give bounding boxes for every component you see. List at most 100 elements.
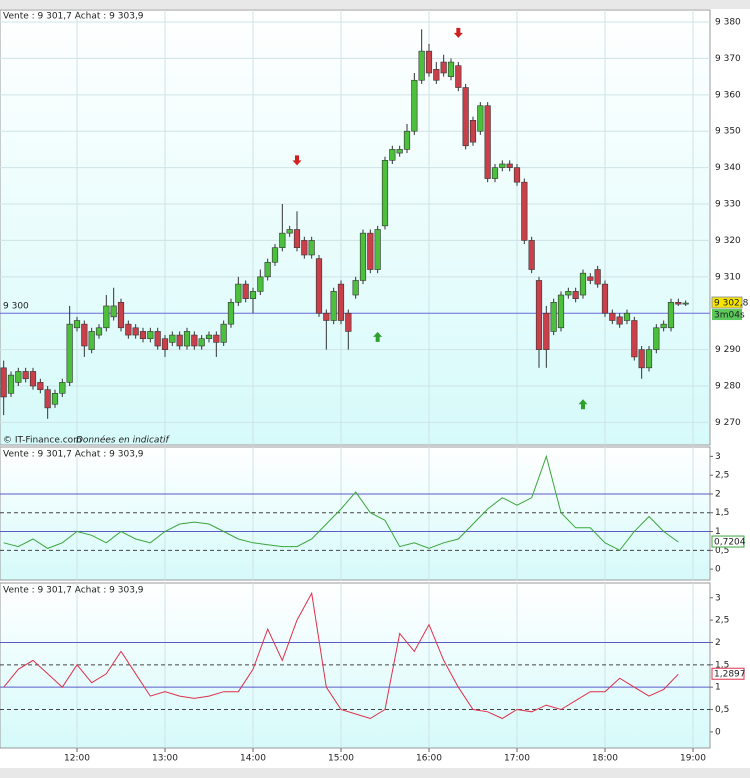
y-tick-label: 2,5 [715,471,729,481]
last-price-box [711,296,743,309]
candle-body [213,334,220,343]
panel-header: Vente : 9 301,7 Achat : 9 303,9 [3,586,144,596]
candle-body [579,272,587,296]
candle-body [29,371,37,387]
candle-body [44,389,51,409]
candle-body [682,302,689,305]
signal-arrow [292,155,302,166]
note: Données en indicatif [76,435,170,446]
candle-body [381,160,389,227]
candle-body [484,105,491,179]
candle-body [0,367,7,398]
candle-body [139,331,147,340]
candle-body [367,232,374,270]
y-tick-label: 9 360 [715,90,741,100]
y-tick-label: 1,5 [715,660,729,670]
timer-box [712,309,742,321]
candle-body [257,276,264,292]
candle-body [264,261,271,278]
candle-body [51,393,59,405]
candle-body [535,280,543,350]
candle-body [675,302,682,305]
panel-header: Vente : 9 301,7 Achat : 9 303,9 [3,12,144,22]
y-tick-label: 9 370 [715,54,741,64]
y-tick-label: 9 320 [715,236,741,246]
candle-body [623,312,631,321]
candle-body [271,247,279,263]
timer: 3m04s [714,311,745,321]
candle-body [572,291,579,299]
signal-arrow [453,27,463,38]
candle-body [198,338,205,347]
candle-body [81,323,88,347]
y-tick-label: 9 340 [715,163,741,173]
panel-header: Vente : 9 301,7 Achat : 9 303,9 [3,450,144,460]
last-value-box [711,667,745,680]
candle-body [59,382,66,394]
indicator-panel-2 [0,582,711,749]
reference-label: 9 300 [3,302,29,312]
candle-body [528,240,535,270]
candle-body [418,50,425,81]
candle-body [447,61,455,77]
y-tick-label: 3 [715,452,721,462]
candle-body [345,312,352,332]
last-price-label: 9 302,8 [714,299,749,309]
signal-arrow [373,331,383,342]
candle-body [66,323,73,383]
candle-body [403,130,411,150]
candle-body [147,331,154,340]
candle-body [205,334,213,340]
indicator-panel-1 [0,446,711,581]
y-tick-label: 2 [715,489,721,499]
y-tick-label: 2,5 [715,616,729,626]
y-tick-label: 9 290 [715,345,741,355]
candle-body [601,283,609,314]
candle-body [103,305,110,329]
candle-body [491,167,499,179]
candle-body [645,349,653,369]
candle-body [469,119,477,143]
candle-body [235,283,242,303]
candle-body [594,269,601,285]
candle-body [125,323,132,336]
candle-body [301,240,308,256]
y-tick-label: 9 280 [715,382,741,392]
y-tick-label: 9 330 [715,200,741,210]
candle-body [7,374,15,394]
candle-body [293,229,301,249]
y-tick-label: 1 [715,683,721,693]
candle-body [389,149,396,161]
y-tick-label: 9 380 [715,18,741,28]
candle-body [73,320,81,329]
candle-body [154,331,161,347]
x-tick-label: 18:00 [592,754,618,764]
candle-body [565,291,572,296]
candle-body [242,283,249,299]
candle-body [557,294,565,329]
x-tick-label: 16:00 [416,754,442,764]
y-tick-label: 9 310 [715,272,741,282]
candle-body [609,312,616,321]
candle-body [220,323,227,343]
candle-body [22,371,29,380]
top-toolbar [0,0,750,9]
x-tick-label: 17:00 [504,754,530,764]
last-value-label: 1,2897 [714,670,746,680]
candle-body [587,276,594,281]
x-tick-label: 19:00 [680,754,706,764]
y-tick-label: 1,5 [715,508,729,518]
y-tick-label: 0 [715,727,721,737]
candle-body [521,181,528,241]
candle-body [499,163,506,168]
y-tick-label: 0 [715,565,721,575]
y-tick-label: 9 270 [715,418,741,428]
candle-body [462,87,469,147]
candle-body [227,302,235,325]
candle-body [631,320,638,358]
candle-body [249,291,257,299]
last-value-label: 0,7204 [714,538,746,548]
last-value-box [711,535,745,548]
candle-body [411,79,418,132]
candle-body [337,283,345,321]
